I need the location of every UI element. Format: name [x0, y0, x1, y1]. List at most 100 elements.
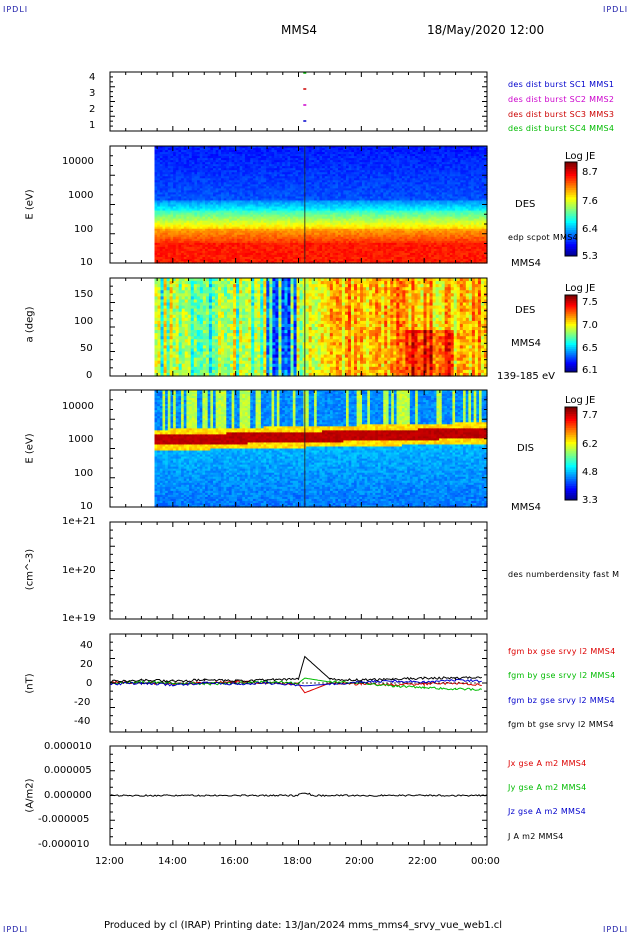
- xtick-1200: 12:00: [95, 856, 124, 867]
- ytick-pa-50: 50: [80, 343, 93, 354]
- ytick-marks-burst: [110, 71, 487, 132]
- xtick-marks-mag: [109, 634, 488, 732]
- colorbar-2: [565, 295, 577, 373]
- colorbar-3: [565, 407, 577, 501]
- ytick-burst-4: 4: [89, 72, 96, 83]
- label-des-1: DES: [515, 199, 536, 210]
- date-title: 18/May/2020 12:00: [427, 23, 545, 37]
- ytick-marks-des-e: [110, 145, 487, 264]
- cb1-tick-3: 5.3: [582, 251, 598, 262]
- label-dis: DIS: [517, 443, 534, 454]
- cb3-tick-2: 4.8: [582, 467, 598, 478]
- cb3-tick-1: 6.2: [582, 439, 598, 450]
- ytick-des-10: 10: [80, 257, 93, 268]
- ytick-des-10000: 10000: [62, 156, 94, 167]
- mag-line-bt: [109, 655, 482, 683]
- ylabel-density: (cm^-3): [24, 548, 36, 591]
- ytick-pa-150: 150: [74, 289, 94, 300]
- xtick-2200: 22:00: [408, 856, 437, 867]
- ytick-marks-mag: [110, 633, 487, 733]
- legend-bx: fgm bx gse srvy l2 MMS4: [508, 647, 616, 656]
- cb2-tick-2: 6.5: [582, 343, 598, 354]
- xtick-marks-burst: [109, 72, 488, 131]
- label-mms4-3: MMS4: [511, 502, 541, 513]
- legend-mms1: des dist burst SC1 MMS1: [508, 80, 615, 89]
- label-mms4-1: MMS4: [511, 258, 541, 269]
- cb3-tick-0: 7.7: [582, 410, 598, 421]
- xtick-1800: 18:00: [283, 856, 312, 867]
- axis-frame-nd: [109, 521, 488, 620]
- xtick-1600: 16:00: [220, 856, 249, 867]
- xtick-1400: 14:00: [158, 856, 187, 867]
- xtick-marks-cur: [109, 746, 488, 845]
- colorbar-title-1: Log JE: [565, 151, 596, 162]
- ytick-nd-1e19: 1e+19: [62, 613, 96, 624]
- ylabel-pitch: a (deg): [24, 306, 36, 343]
- ytick-burst-1: 1: [89, 120, 96, 131]
- current-line-j: [109, 792, 487, 797]
- ytick-nd-1e20: 1e+20: [62, 565, 96, 576]
- ytick-dis-10000: 10000: [62, 401, 94, 412]
- ytick-marks-nd: [110, 521, 487, 620]
- ytick-dis-100: 100: [74, 468, 94, 479]
- corner-logo-tl: IPDLI: [3, 5, 29, 14]
- ytick-dis-1000: 1000: [68, 434, 94, 445]
- ylabel-des-energy: E (eV): [24, 189, 36, 220]
- footer-credit: Produced by cl (IRAP) Printing date: 13/…: [104, 920, 503, 931]
- ytick-j-1: 0.000005: [44, 765, 92, 776]
- des-energy-spectrogram: [154, 146, 488, 264]
- cb2-tick-1: 7.0: [582, 320, 598, 331]
- ytick-pa-100: 100: [74, 316, 94, 327]
- corner-logo-tr: IPDLI: [603, 5, 629, 14]
- ylabel-dis-energy: E (eV): [24, 433, 36, 464]
- legend-by: fgm by gse srvy l2 MMS4: [508, 671, 616, 680]
- cb3-tick-3: 3.3: [582, 495, 598, 506]
- ylabel-current: (A/m2): [24, 778, 36, 813]
- colorbar-frame-3: [564, 406, 578, 501]
- label-des-2: DES: [515, 305, 536, 316]
- corner-logo-br: IPDLI: [603, 925, 629, 934]
- ytick-b-m40: -40: [74, 716, 91, 727]
- ytick-nd-1e21: 1e+21: [62, 516, 96, 527]
- colorbar-frame-2: [564, 294, 578, 373]
- cb1-tick-2: 6.4: [582, 224, 598, 235]
- mag-line-by: [109, 677, 482, 691]
- axis-frame-cur: [109, 745, 488, 846]
- spacecraft-title: MMS4: [281, 23, 317, 37]
- label-edp-scpot: edp scpot MMS4: [508, 233, 579, 242]
- legend-jy: Jy gse A m2 MMS4: [508, 783, 587, 792]
- xtick-0000: 00:00: [471, 856, 500, 867]
- xtick-marks-dis-e: [109, 390, 488, 507]
- ytick-b-40: 40: [80, 640, 93, 651]
- ytick-j-2: 0.000000: [44, 790, 92, 801]
- cb1-tick-0: 8.7: [582, 167, 598, 178]
- dis-energy-spectrogram: [154, 390, 488, 508]
- corner-logo-bl: IPDLI: [3, 925, 29, 934]
- ylabel-nT: (nT): [24, 673, 36, 694]
- des-pitch-angle-spectrogram: [154, 278, 488, 377]
- cb1-tick-1: 7.6: [582, 196, 598, 207]
- ytick-burst-3: 3: [89, 88, 96, 99]
- legend-mms4: des dist burst SC4 MMS4: [508, 124, 615, 133]
- label-energy-range: 139-185 eV: [497, 371, 555, 382]
- label-mms4-2: MMS4: [511, 338, 541, 349]
- xtick-2000: 20:00: [345, 856, 374, 867]
- legend-mms2: des dist burst SC2 MMS2: [508, 95, 615, 104]
- legend-numberdensity: des numberdensity fast M: [508, 570, 620, 579]
- legend-mms3: des dist burst SC3 MMS3: [508, 110, 615, 119]
- ytick-des-100: 100: [74, 224, 94, 235]
- legend-bz: fgm bz gse srvy l2 MMS4: [508, 696, 615, 705]
- colorbar-title-2: Log JE: [565, 283, 596, 294]
- xtick-marks-nd: [109, 522, 488, 619]
- ytick-j-0: 0.000010: [44, 741, 92, 752]
- ytick-pa-0: 0: [86, 370, 93, 381]
- colorbar-1: [565, 162, 577, 257]
- xtick-marks-des-e: [109, 146, 488, 263]
- legend-bt: fgm bt gse srvy l2 MMS4: [508, 720, 614, 729]
- colorbar-title-3: Log JE: [565, 395, 596, 406]
- ytick-b-20: 20: [80, 659, 93, 670]
- colorbar-frame-1: [564, 161, 578, 257]
- ytick-j-3: -0.000005: [38, 814, 90, 825]
- xtick-marks-pa: [109, 278, 488, 376]
